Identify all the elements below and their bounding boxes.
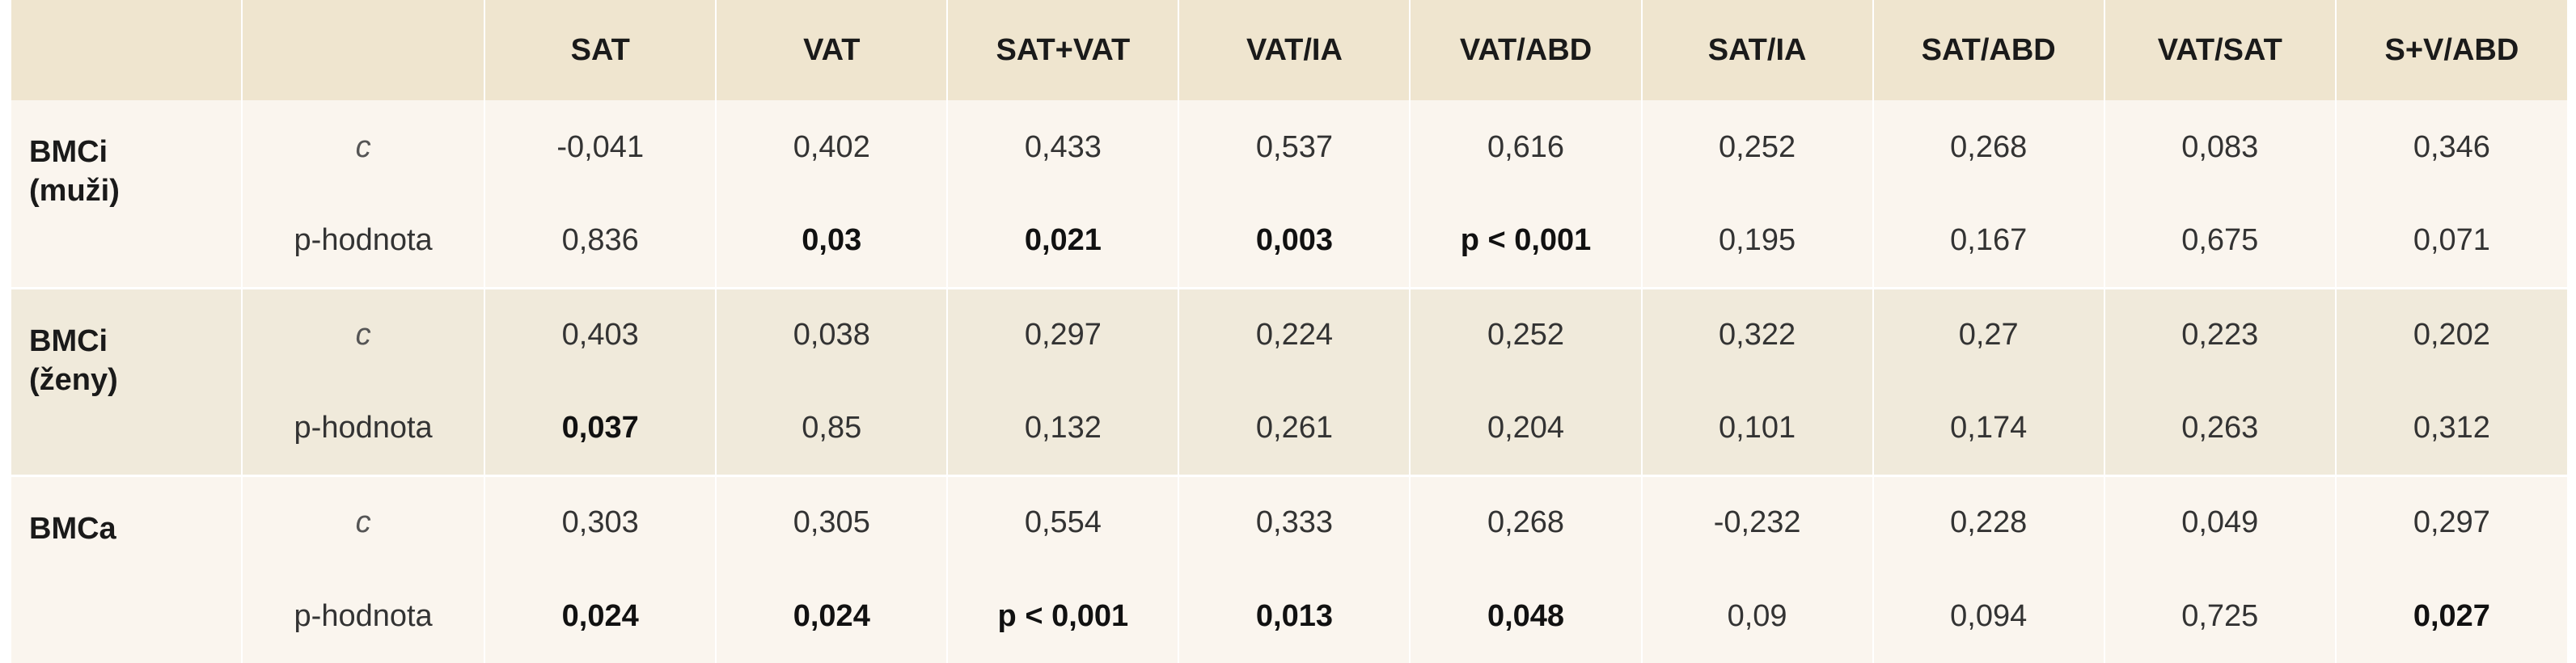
table-row: BMCi (ženy) c 0,403 0,038 0,297 0,224 0,252 0,32… (11, 288, 2567, 475)
c-value-cell: 0,346 (2413, 129, 2490, 164)
p-value-cell: 0,195 (1641, 194, 1874, 288)
p-value-cell: 0,094 (1872, 569, 2105, 663)
header-cell-vat: VAT (716, 0, 949, 100)
c-value-cell: 0,297 (2413, 505, 2490, 540)
group-label-line2: (ženy) (29, 362, 118, 397)
c-value-cell: 0,038 (716, 288, 949, 382)
c-value-cell: 0,333 (1178, 475, 1411, 569)
c-value-cell: 0,223 (2104, 288, 2337, 382)
header-cell-empty (11, 0, 243, 100)
p-value-cell: 0,263 (2104, 382, 2337, 475)
header-cell-sat: SAT (484, 0, 717, 100)
table-row: BMCi (muži) c -0,041 0,402 0,433 0,537 0,616 0,2… (11, 100, 2567, 288)
p-value-cell: 0,675 (2104, 194, 2337, 288)
row-label-c: c (242, 288, 486, 382)
header-cell-s-v-abd: S+V/ABD (2384, 32, 2519, 67)
p-value-cell: 0,132 (947, 382, 1180, 475)
c-value-cell: 0,049 (2104, 475, 2337, 569)
header-cell-sat-vat: SAT+VAT (947, 0, 1180, 100)
header-cell-vat-abd: VAT/ABD (1410, 0, 1643, 100)
p-value-cell: 0,312 (2413, 410, 2490, 445)
group-label: BMCi (muži) (11, 100, 243, 288)
correlation-table: SAT VAT SAT+VAT VAT/IA VAT/ABD SAT/IA SA… (11, 0, 2567, 663)
c-value-cell: 0,616 (1410, 100, 1643, 194)
header-cell-sat-abd: SAT/ABD (1872, 0, 2105, 100)
table-row: p-hodnota 0,037 0,85 0,132 0,261 0,204 0,101 0,… (11, 382, 2567, 475)
c-value-cell: 0,403 (484, 288, 717, 382)
c-value-cell: 0,537 (1178, 100, 1411, 194)
p-value-cell: 0,037 (484, 382, 717, 475)
p-value-cell: 0,09 (1641, 569, 1874, 663)
header-cell-sat-ia: SAT/IA (1641, 0, 1874, 100)
p-value-cell: 0,048 (1410, 569, 1643, 663)
header-cell-empty (242, 0, 486, 100)
group-label-line1: BMCi (29, 323, 108, 358)
header-row: SAT VAT SAT+VAT VAT/IA VAT/ABD SAT/IA SA… (11, 0, 2567, 100)
c-value-cell: 0,305 (716, 475, 949, 569)
header-cell-vat-ia: VAT/IA (1178, 0, 1411, 100)
c-value-cell: 0,252 (1410, 288, 1643, 382)
p-value-cell: 0,167 (1872, 194, 2105, 288)
c-value-cell: -0,232 (1641, 475, 1874, 569)
group-label: BMCi (ženy) (11, 288, 243, 475)
p-value-cell: 0,204 (1410, 382, 1643, 475)
row-label-p-value: p-hodnota (242, 382, 486, 475)
p-value-cell: 0,003 (1178, 194, 1411, 288)
c-value-cell: 0,202 (2413, 318, 2490, 353)
correlation-table-container: SAT VAT SAT+VAT VAT/IA VAT/ABD SAT/IA SA… (11, 0, 2567, 663)
c-value-cell: -0,041 (484, 100, 717, 194)
row-label-c: c (242, 100, 486, 194)
p-value-cell: 0,174 (1872, 382, 2105, 475)
row-label-p-value: p-hodnota (242, 569, 486, 663)
group-label-line1: BMCi (29, 135, 108, 169)
c-value-cell: 0,433 (947, 100, 1180, 194)
c-value-cell: 0,228 (1872, 475, 2105, 569)
p-value-cell: 0,725 (2104, 569, 2337, 663)
table-row: p-hodnota 0,024 0,024 p < 0,001 0,013 0,048 0,… (11, 569, 2567, 663)
p-value-cell: 0,024 (716, 569, 949, 663)
table-body: BMCi (muži) c -0,041 0,402 0,433 0,537 0,616 0,2… (11, 100, 2567, 663)
table-row: p-hodnota 0,836 0,03 0,021 0,003 p < 0,001 0,1… (11, 194, 2567, 288)
p-value-cell: 0,101 (1641, 382, 1874, 475)
c-value-cell: 0,252 (1641, 100, 1874, 194)
p-value-cell: 0,024 (484, 569, 717, 663)
c-value-cell: 0,083 (2104, 100, 2337, 194)
p-value-cell: p < 0,001 (1410, 194, 1643, 288)
c-value-cell: 0,268 (1410, 475, 1643, 569)
group-label-line2: (muži) (29, 174, 120, 208)
table-row: BMCa c 0,303 0,305 0,554 0,333 0,268 -0,232 0,22… (11, 475, 2567, 663)
c-value-cell: 0,297 (947, 288, 1180, 382)
p-value-cell: 0,261 (1178, 382, 1411, 475)
c-value-cell: 0,268 (1872, 100, 2105, 194)
p-value-cell: 0,85 (716, 382, 949, 475)
c-value-cell: 0,322 (1641, 288, 1874, 382)
p-value-cell: p < 0,001 (947, 569, 1180, 663)
group-label: BMCa (11, 475, 243, 663)
p-value-cell: 0,021 (947, 194, 1180, 288)
group-label-line1: BMCa (29, 511, 116, 546)
p-value-cell: 0,027 (2413, 598, 2490, 633)
c-value-cell: 0,27 (1872, 288, 2105, 382)
c-value-cell: 0,554 (947, 475, 1180, 569)
p-value-cell: 0,836 (484, 194, 717, 288)
p-value-cell: 0,013 (1178, 569, 1411, 663)
row-label-c: c (242, 475, 486, 569)
c-value-cell: 0,224 (1178, 288, 1411, 382)
c-value-cell: 0,402 (716, 100, 949, 194)
p-value-cell: 0,03 (716, 194, 949, 288)
row-label-p-value: p-hodnota (242, 194, 486, 288)
p-value-cell: 0,071 (2413, 222, 2490, 257)
header-cell-vat-sat: VAT/SAT (2104, 0, 2337, 100)
c-value-cell: 0,303 (484, 475, 717, 569)
